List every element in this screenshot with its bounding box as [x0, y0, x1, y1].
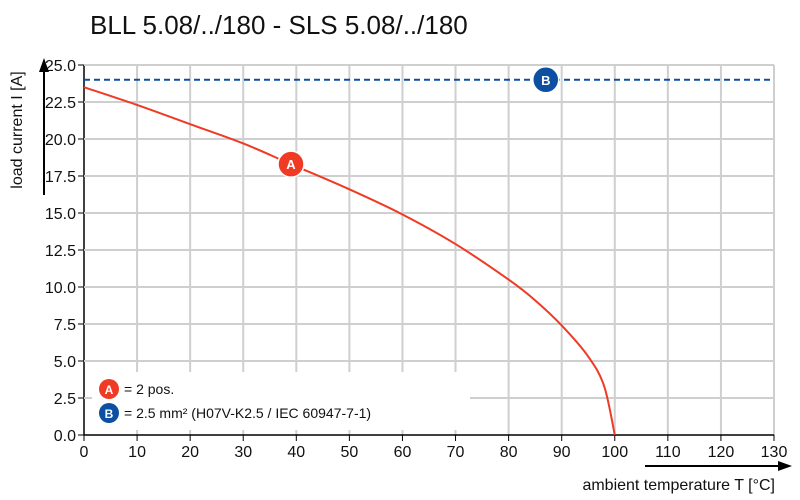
x-tick-label: 60 [394, 444, 412, 461]
y-tick-label: 0.0 [54, 428, 76, 445]
marker-label: A [286, 157, 296, 172]
legend: A = 2 pos. B = 2.5 mm² (H07V-K2.5 / IEC 609… [92, 372, 470, 430]
y-tick-label: 20.0 [45, 132, 76, 149]
series-A-line [83, 86, 616, 436]
x-tick-label: 130 [761, 444, 788, 461]
y-tick-label: 17.5 [45, 169, 76, 186]
x-tick-label: 30 [234, 444, 252, 461]
legend-marker-B [99, 403, 119, 423]
legend-marker-label: A [105, 383, 114, 397]
marker-B [532, 66, 560, 94]
marker-label: B [541, 73, 550, 88]
x-tick-label: 10 [128, 444, 146, 461]
legend-marker-label: B [105, 407, 114, 421]
y-tick-label: 15.0 [45, 206, 76, 223]
y-axis-label: load current I [A] [9, 71, 26, 188]
y-axis-arrowhead [39, 58, 49, 72]
x-axis-label: ambient temperature T [°C] [582, 477, 775, 494]
x-tick-label: 90 [553, 444, 571, 461]
x-axis-arrowhead [778, 461, 792, 471]
y-tick-label: 2.5 [54, 391, 76, 408]
legend-text: = 2.5 mm² (H07V-K2.5 / IEC 60947-7-1) [124, 405, 371, 421]
x-tick-label: 80 [500, 444, 518, 461]
legend-marker-A [99, 379, 119, 399]
x-tick-label: 110 [655, 444, 681, 461]
x-tick-label: 70 [447, 444, 465, 461]
x-tick-label: 20 [181, 444, 199, 461]
y-tick-label: 25.0 [45, 58, 76, 75]
x-tick-label: 50 [340, 444, 358, 461]
legend-box [92, 372, 470, 430]
x-tick-label: 0 [80, 444, 89, 461]
y-tick-label: 5.0 [54, 354, 76, 371]
y-tick-label: 10.0 [45, 280, 76, 297]
y-tick-label: 12.5 [45, 243, 76, 260]
legend-text: = 2 pos. [124, 381, 174, 397]
y-tick-label: 7.5 [54, 317, 76, 334]
x-tick-label: 120 [708, 444, 735, 461]
y-tick-label: 22.5 [45, 95, 76, 112]
marker-A [277, 150, 305, 178]
x-tick-label: 100 [601, 444, 628, 461]
chart-title: BLL 5.08/../180 - SLS 5.08/../180 [90, 10, 468, 40]
x-tick-label: 40 [287, 444, 305, 461]
